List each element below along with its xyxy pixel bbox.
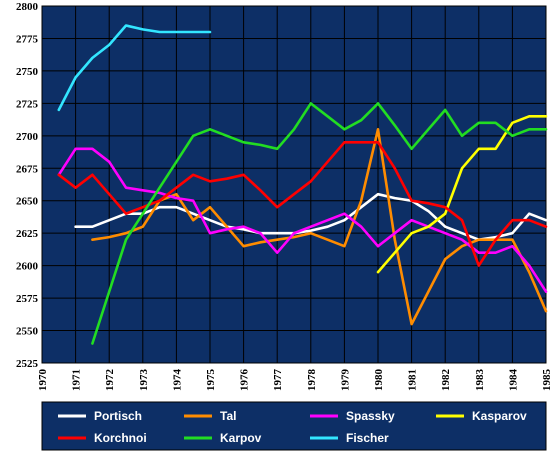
series-line-korchnoi [57, 141, 548, 267]
x-tick-label: 1976 [239, 369, 251, 392]
legend-label-tal: Tal [220, 409, 236, 423]
x-tick-label: 1973 [138, 369, 150, 392]
legend-label-kasparov: Kasparov [472, 409, 527, 423]
legend-label-korchnoi: Korchnoi [94, 431, 147, 445]
x-tick-label: 1983 [474, 369, 486, 392]
y-tick-label: 2525 [16, 358, 39, 370]
legend-label-spassky: Spassky [346, 409, 395, 423]
x-tick-label: 1985 [541, 369, 553, 392]
series-line-kasparov [376, 115, 548, 274]
x-tick-label: 1972 [104, 369, 116, 392]
x-tick-label: 1979 [339, 369, 351, 392]
legend-label-portisch: Portisch [94, 409, 142, 423]
x-tick-label: 1984 [507, 369, 519, 392]
plot-area [41, 5, 547, 364]
series-line-karpov [91, 102, 548, 345]
x-tick-label: 1970 [37, 369, 49, 392]
y-tick-label: 2775 [16, 33, 39, 45]
y-tick-label: 2650 [16, 196, 39, 208]
x-tick-label: 1980 [373, 369, 385, 392]
y-tick-label: 2700 [16, 131, 39, 143]
y-tick-label: 2575 [16, 293, 39, 305]
x-tick-label: 1982 [440, 369, 452, 392]
legend-label-fischer: Fischer [346, 431, 389, 445]
x-tick-label: 1974 [171, 369, 183, 392]
x-tick-label: 1977 [272, 369, 284, 392]
x-tick-label: 1978 [306, 369, 318, 392]
x-tick-label: 1981 [407, 369, 419, 391]
x-axis-ticks: 1970 1971 1972 1973 1974 1975 1976 1977 1978 1979… [37, 369, 553, 392]
y-tick-label: 2800 [16, 1, 39, 13]
y-tick-label: 2750 [16, 66, 39, 78]
y-tick-label: 2550 [16, 326, 39, 338]
x-tick-label: 1975 [205, 369, 217, 392]
x-tick-label: 1971 [71, 369, 83, 391]
series-line-fischer [57, 24, 212, 112]
y-tick-label: 2600 [16, 261, 39, 273]
legend: Portisch Tal Spassky Kasparov Korchnoi Karpov… [58, 409, 527, 445]
legend-box [41, 401, 547, 451]
y-tick-label: 2675 [16, 163, 39, 175]
y-tick-label: 2625 [16, 228, 39, 240]
legend-label-karpov: Karpov [220, 431, 262, 445]
y-axis-ticks: 2525 2550 2575 2600 2625 2650 2675 2700 2725 2750… [16, 1, 39, 370]
series-layer [57, 24, 548, 345]
y-tick-label: 2725 [16, 98, 39, 110]
series-line-spassky [57, 147, 548, 293]
